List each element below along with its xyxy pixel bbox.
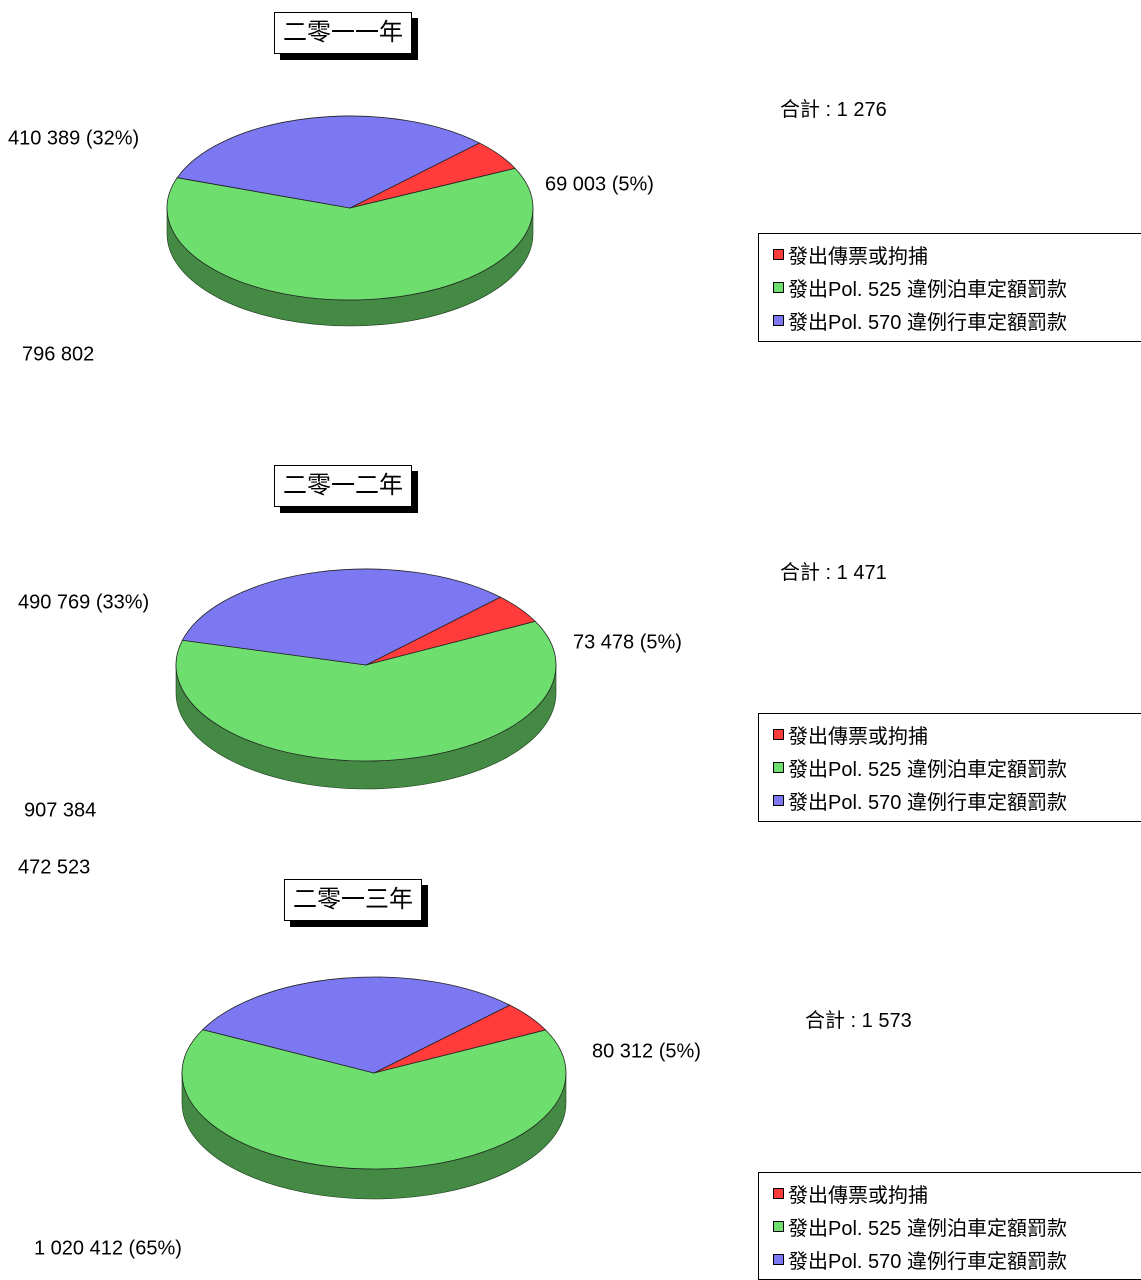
legend-item: 發出Pol. 570 違例行車定額罰款	[773, 1243, 1141, 1276]
legend-label: 發出Pol. 570 違例行車定額罰款	[788, 792, 1067, 814]
legend-swatch-red	[773, 249, 784, 260]
pie-chart-2012: 73 478 (5%) 907 384 490 769 (33%)	[18, 568, 682, 822]
legend: 發出傳票或拘捕 發出Pol. 525 違例泊車定額罰款 發出Pol. 570 違…	[758, 713, 1141, 822]
chart-panel-2012: 73 478 (5%) 907 384 490 769 (33%) 二零一二年 合計…	[0, 453, 1141, 873]
legend-item: 發出Pol. 525 違例泊車定額罰款	[773, 751, 1141, 784]
pie-slice-2	[176, 115, 481, 209]
legend-swatch-blue	[773, 315, 784, 326]
chart-title: 二零一三年	[284, 879, 422, 921]
total-label: 合計 : 1 573	[805, 1010, 912, 1032]
legend-label: 發出Pol. 525 違例泊車定額罰款	[788, 279, 1067, 301]
pie-chart-2013: 80 312 (5%) 1 020 412 (65%) 472 523	[18, 857, 701, 1260]
pie-slice-1	[166, 167, 534, 301]
legend-swatch-green	[773, 1221, 784, 1232]
chart-panel-2013: 80 312 (5%) 1 020 412 (65%) 472 523 二零一三年 …	[0, 857, 1141, 1280]
chart-title: 二零一一年	[274, 12, 412, 54]
chart-title: 二零一二年	[274, 465, 412, 507]
pie-slice-1	[175, 620, 557, 762]
data-label-0: 69 003 (5%)	[545, 174, 654, 196]
legend-item: 發出傳票或拘捕	[773, 1177, 1141, 1210]
pie-slice-1	[181, 1029, 567, 1170]
data-label-1: 1 020 412 (65%)	[34, 1238, 182, 1260]
pie-slice-2	[181, 568, 502, 666]
data-label-2: 410 389 (32%)	[8, 128, 139, 150]
data-label-0: 73 478 (5%)	[573, 632, 682, 654]
legend-label: 發出Pol. 525 違例泊車定額罰款	[788, 759, 1067, 781]
legend-swatch-blue	[773, 795, 784, 806]
legend-item: 發出Pol. 525 違例泊車定額罰款	[773, 1210, 1141, 1243]
data-label-2: 490 769 (33%)	[18, 592, 149, 614]
legend-label: 發出傳票或拘捕	[788, 246, 928, 268]
legend-swatch-red	[773, 1188, 784, 1199]
chart-panel-2011: 69 003 (5%) 796 802 410 389 (32%) 二零一一年 合計…	[0, 0, 1141, 420]
legend-item: 發出Pol. 570 違例行車定額罰款	[773, 304, 1141, 337]
pie-chart-2011: 69 003 (5%) 796 802 410 389 (32%)	[8, 115, 654, 366]
legend-label: 發出Pol. 525 違例泊車定額罰款	[788, 1218, 1067, 1240]
legend-swatch-blue	[773, 1254, 784, 1265]
legend: 發出傳票或拘捕 發出Pol. 525 違例泊車定額罰款 發出Pol. 570 違…	[758, 233, 1141, 342]
total-label: 合計 : 1 276	[780, 99, 887, 121]
legend-item: 發出Pol. 570 違例行車定額罰款	[773, 784, 1141, 817]
legend-item: 發出傳票或拘捕	[773, 238, 1141, 271]
legend-label: 發出傳票或拘捕	[788, 726, 928, 748]
data-label-1: 796 802	[22, 344, 94, 366]
legend: 發出傳票或拘捕 發出Pol. 525 違例泊車定額罰款 發出Pol. 570 違…	[758, 1172, 1141, 1280]
legend-swatch-green	[773, 282, 784, 293]
legend-label: 發出Pol. 570 違例行車定額罰款	[788, 312, 1067, 334]
data-label-2: 472 523	[18, 857, 90, 879]
legend-label: 發出Pol. 570 違例行車定額罰款	[788, 1251, 1067, 1273]
legend-item: 發出Pol. 525 違例泊車定額罰款	[773, 271, 1141, 304]
legend-item: 發出傳票或拘捕	[773, 718, 1141, 751]
total-label: 合計 : 1 471	[780, 562, 887, 584]
data-label-0: 80 312 (5%)	[592, 1041, 701, 1063]
legend-swatch-red	[773, 729, 784, 740]
pie-slice-2	[201, 976, 511, 1074]
legend-label: 發出傳票或拘捕	[788, 1185, 928, 1207]
data-label-1: 907 384	[24, 800, 96, 822]
legend-swatch-green	[773, 762, 784, 773]
